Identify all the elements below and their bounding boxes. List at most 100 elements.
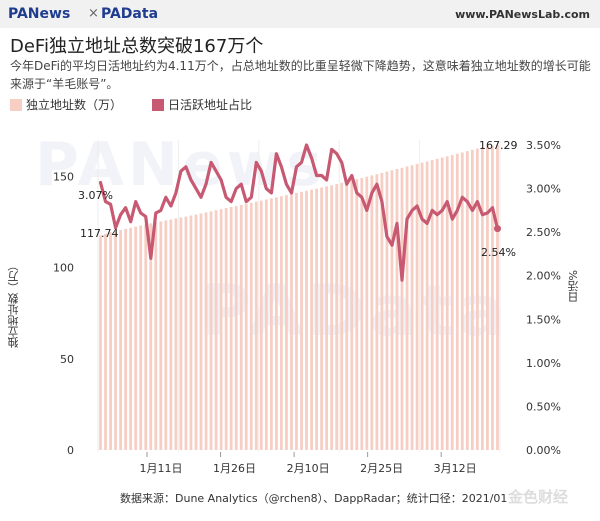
bar xyxy=(445,156,449,450)
bar xyxy=(114,231,117,450)
bar xyxy=(300,191,303,450)
line-end-label: 2.54% xyxy=(481,246,516,259)
bar xyxy=(164,220,168,450)
bar xyxy=(109,232,112,450)
bar xyxy=(144,224,148,450)
y2-tick-label: 1.00% xyxy=(526,357,561,370)
bar-end-label: 167.29 xyxy=(479,139,518,152)
bar xyxy=(275,197,278,450)
bar xyxy=(496,145,499,450)
bar xyxy=(214,210,218,450)
y-tick-label: 0 xyxy=(67,444,74,457)
y-tick-label: 50 xyxy=(60,353,74,366)
x-tick-label: 2月25日 xyxy=(360,462,403,475)
legend-line: 日活跃地址占比 xyxy=(152,96,252,113)
x-tick-label: 1月11日 xyxy=(140,462,183,475)
bar xyxy=(129,227,133,450)
bar xyxy=(229,206,233,450)
bar xyxy=(455,153,459,450)
line-end-point xyxy=(493,225,501,233)
bar xyxy=(209,211,213,450)
bar xyxy=(380,172,384,450)
chart-title: DeFi独立地址总数突破167万个 xyxy=(10,36,264,57)
legend-line-label: 日活跃地址占比 xyxy=(168,98,253,112)
bar xyxy=(435,158,439,450)
site-url: www.PANewsLab.com xyxy=(455,8,590,21)
x-tick-label: 2月10日 xyxy=(287,462,330,475)
bar xyxy=(99,235,102,450)
x-tick-label: 1月26日 xyxy=(213,462,256,475)
bar xyxy=(470,149,474,450)
bar xyxy=(355,179,359,450)
bar xyxy=(169,219,173,450)
bar xyxy=(340,182,344,450)
y2-tick-label: 2.50% xyxy=(526,226,561,239)
bar xyxy=(440,157,444,451)
bar xyxy=(315,188,318,451)
legend-line-swatch xyxy=(152,99,164,111)
bar xyxy=(239,204,243,450)
x-tick-label: 3月12日 xyxy=(434,462,477,475)
bar xyxy=(184,216,188,450)
y-tick-label: 100 xyxy=(53,262,74,275)
bar xyxy=(154,222,158,450)
bar xyxy=(119,230,122,450)
y2-tick-label: 0.50% xyxy=(526,400,561,413)
y2-tick-label: 1.50% xyxy=(526,313,561,326)
bar xyxy=(290,194,293,450)
bar xyxy=(486,146,489,450)
bar xyxy=(385,171,389,450)
bar xyxy=(345,181,349,450)
bar xyxy=(325,186,329,450)
bar xyxy=(491,145,494,450)
bar xyxy=(174,218,178,450)
bar xyxy=(415,163,419,450)
y2-tick-label: 3.50% xyxy=(526,139,561,152)
padata-logo: PAData xyxy=(101,6,159,22)
chart-subtitle: 今年DeFi的平均日活地址约为4.11万个，占总地址数的比重呈轻微下降趋势，这意… xyxy=(10,59,591,91)
legend-bars: 独立地址数（万） xyxy=(10,96,122,113)
bar xyxy=(360,177,364,450)
bar xyxy=(254,201,258,450)
bar xyxy=(395,169,399,450)
bar xyxy=(139,225,143,450)
bar xyxy=(476,148,479,451)
bar xyxy=(295,192,298,450)
y2-tick-label: 0.00% xyxy=(526,444,561,457)
line-start-label: 3.07% xyxy=(78,189,113,202)
y2-tick-label: 2.00% xyxy=(526,270,561,283)
bar xyxy=(104,233,107,450)
bar xyxy=(335,183,339,450)
corner-watermark: 金色财经 xyxy=(508,488,569,506)
bar xyxy=(179,217,183,450)
bar xyxy=(310,189,313,450)
bar xyxy=(420,162,424,450)
y2-tick-label: 3.00% xyxy=(526,183,561,196)
bar xyxy=(370,175,374,450)
bar xyxy=(224,208,228,450)
bar xyxy=(199,213,203,450)
bar xyxy=(159,221,163,450)
bar xyxy=(405,166,409,450)
bar xyxy=(264,199,268,450)
bar xyxy=(410,165,414,450)
series-line xyxy=(98,143,500,282)
bar xyxy=(460,152,464,450)
bar xyxy=(280,196,283,450)
bar xyxy=(124,228,128,450)
brand-separator: × xyxy=(88,6,99,21)
y-tick-label: 150 xyxy=(53,171,74,184)
bar xyxy=(285,195,288,450)
legend-bars-swatch xyxy=(10,99,22,111)
bar xyxy=(305,190,308,450)
bar xyxy=(481,147,484,450)
bar xyxy=(425,161,429,451)
bar xyxy=(430,160,434,450)
bar xyxy=(189,215,193,450)
bar xyxy=(330,185,334,450)
bar xyxy=(450,155,454,450)
bar xyxy=(134,226,138,450)
bar xyxy=(465,151,469,450)
bar xyxy=(365,176,369,450)
